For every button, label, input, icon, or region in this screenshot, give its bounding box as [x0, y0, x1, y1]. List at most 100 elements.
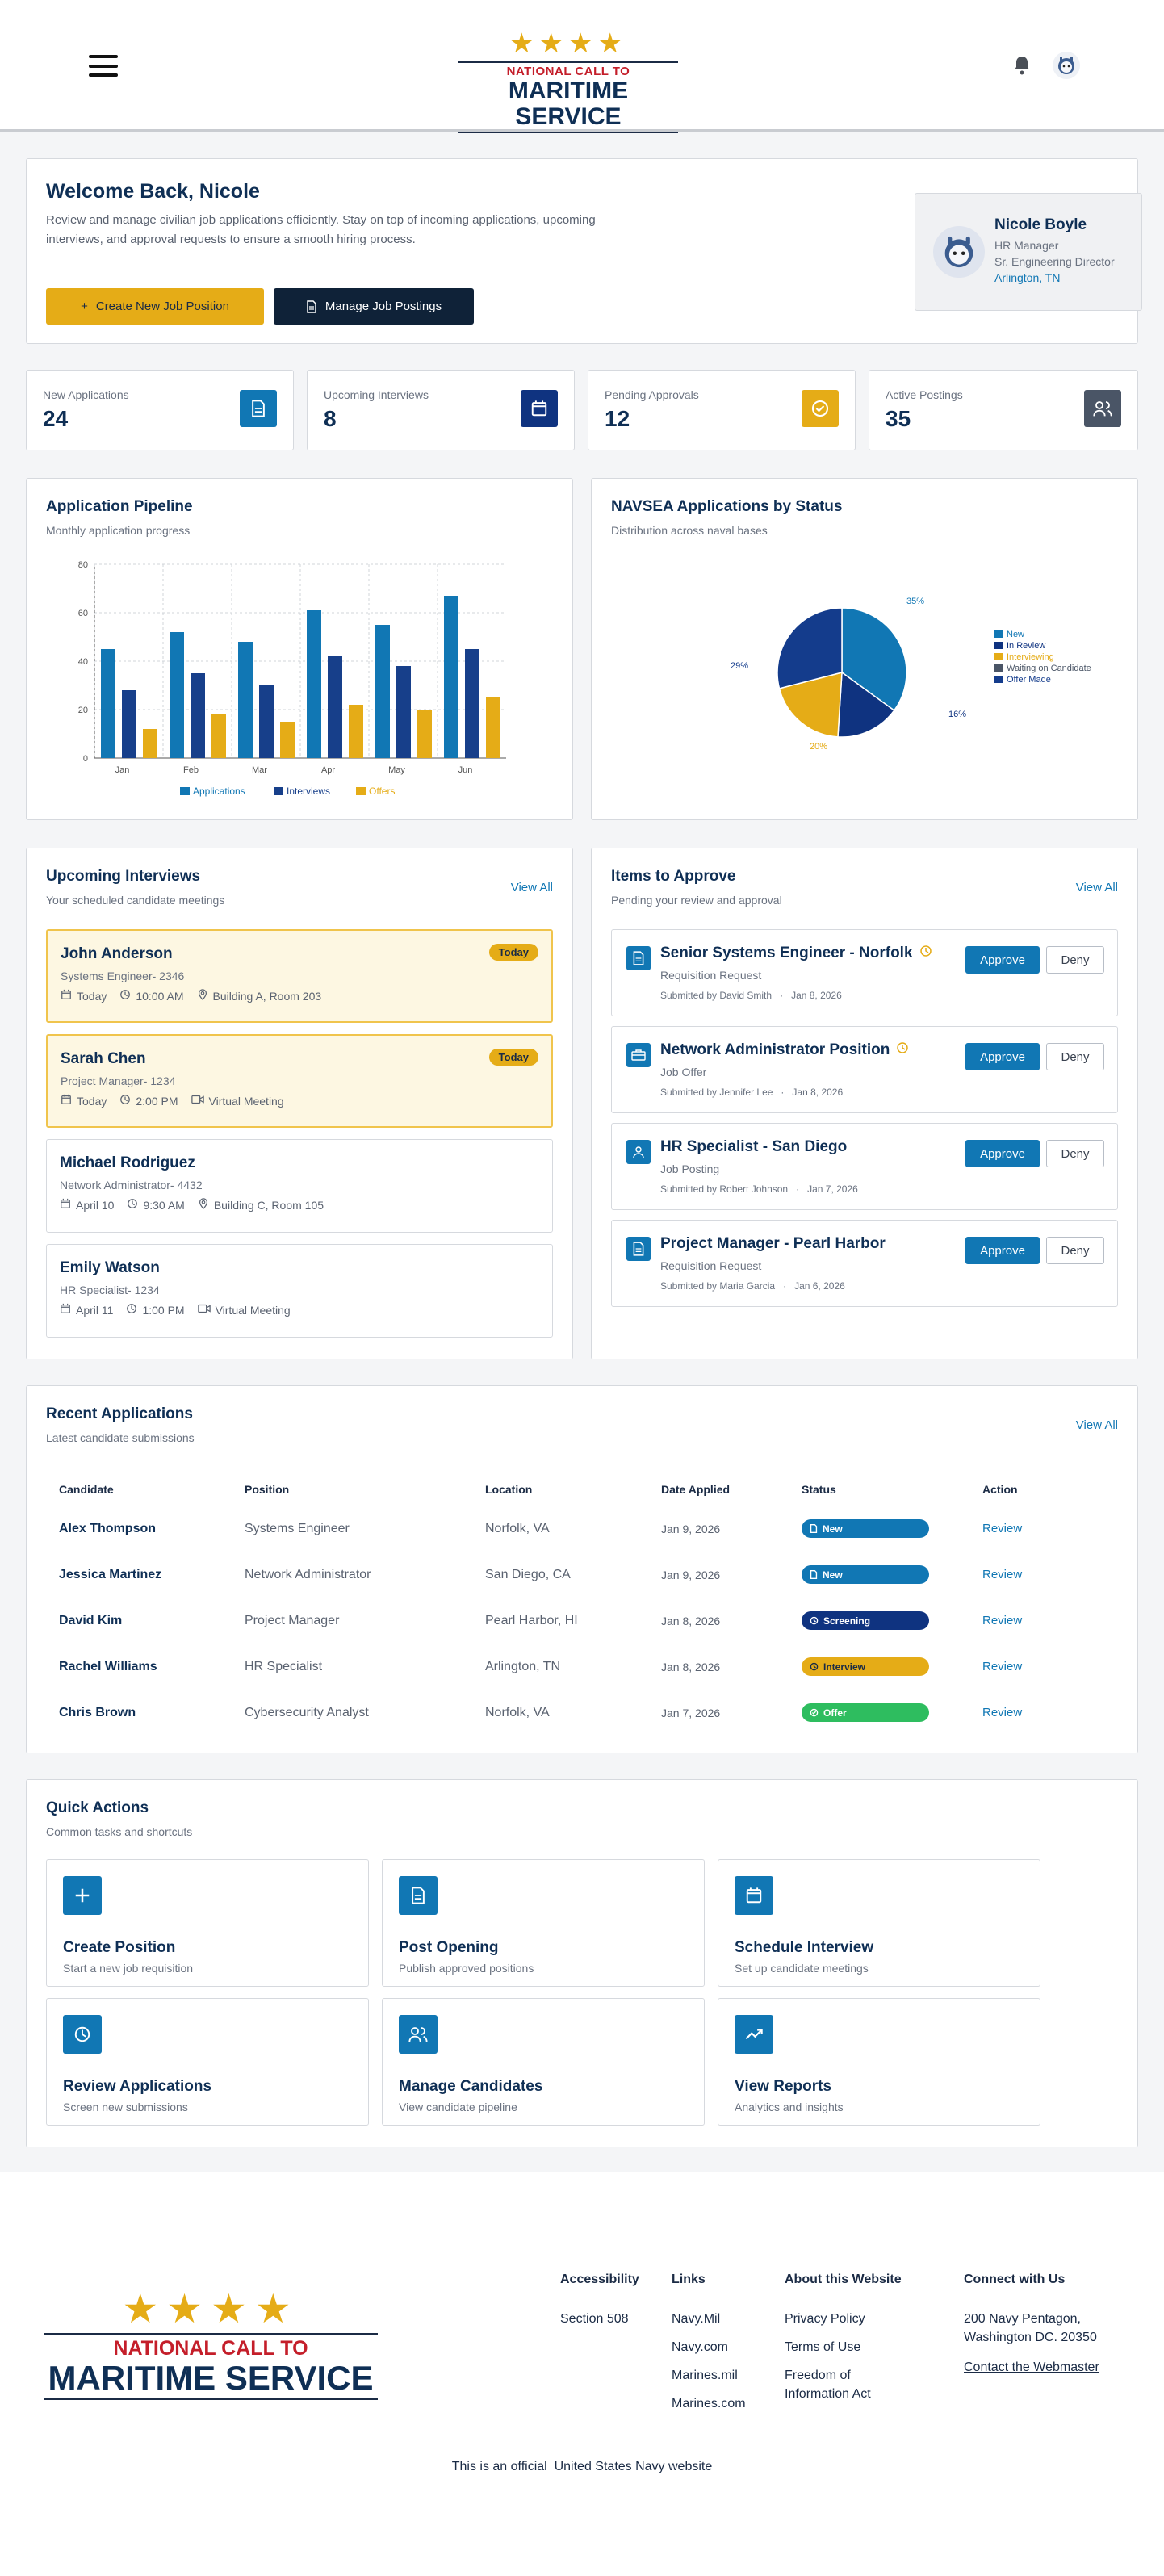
quick-action-create-position[interactable]: Create Position Start a new job requisiti… — [46, 1859, 369, 1987]
review-link[interactable]: Review — [982, 1659, 1023, 1673]
bar-offers-mar[interactable] — [280, 722, 295, 758]
quick-action-manage-candidates[interactable]: Manage Candidates View candidate pipeline — [382, 1998, 705, 2126]
quick-action-post-opening[interactable]: Post Opening Publish approved positions — [382, 1859, 705, 1987]
deny-button[interactable]: Deny — [1046, 946, 1104, 974]
cell-candidate: Chris Brown — [46, 1690, 232, 1736]
manage-postings-button[interactable]: Manage Job Postings — [274, 288, 474, 325]
bar-applications-feb[interactable] — [170, 632, 184, 758]
cell-candidate: Rachel Williams — [46, 1644, 232, 1690]
legend-label: Offer Made — [1007, 675, 1051, 685]
pie-slice-offer-made[interactable] — [777, 607, 843, 689]
pie-slice-new[interactable] — [841, 607, 907, 712]
pending-clock-icon — [919, 945, 932, 962]
pie-slice-interviewing[interactable] — [778, 672, 843, 738]
approval-submitted: Submitted by Jennifer Lee · Jan 8, 2026 — [660, 1087, 844, 1098]
review-link[interactable]: Review — [982, 1521, 1023, 1535]
approvals-title: Items to Approve — [611, 868, 736, 885]
trending-icon — [735, 2015, 773, 2054]
x-tick-label: May — [388, 765, 405, 775]
interviews-view-all-link[interactable]: View All — [510, 881, 553, 894]
approval-type: Job Offer — [660, 1066, 707, 1079]
status-icon — [810, 1708, 819, 1717]
approve-button[interactable]: Approve — [965, 946, 1040, 974]
legend-label: Offers — [369, 785, 395, 797]
document-icon — [307, 299, 316, 313]
interview-time: 2:00 PM — [119, 1094, 178, 1108]
interview-item[interactable]: Emily Watson HR Specialist- 1234 April 11 1… — [46, 1244, 553, 1338]
recent-view-all-link[interactable]: View All — [1075, 1418, 1118, 1432]
bar-interviews-feb[interactable] — [191, 673, 205, 758]
interviews-subtitle: Your scheduled candidate meetings — [46, 894, 225, 907]
contact-webmaster-link[interactable]: Contact the Webmaster — [964, 2360, 1099, 2374]
footer-link[interactable]: Freedom of Information Act — [785, 2369, 871, 2401]
bar-offers-apr[interactable] — [349, 705, 363, 758]
stat-upcoming-interviews[interactable]: Upcoming Interviews 8 — [307, 370, 575, 450]
deny-button[interactable]: Deny — [1046, 1237, 1104, 1264]
bar-interviews-apr[interactable] — [328, 656, 342, 758]
document-icon — [399, 1876, 438, 1915]
column-header: Date Applied — [648, 1473, 789, 1506]
quick-action-review-applications[interactable]: Review Applications Screen new submission… — [46, 1998, 369, 2126]
quick-action-title: View Reports — [735, 2078, 832, 2095]
interview-item[interactable]: Sarah Chen Project Manager- 1234 Today 2:00… — [46, 1034, 553, 1128]
quick-action-view-reports[interactable]: View Reports Analytics and insights — [718, 1998, 1040, 2126]
site-logo[interactable]: ★★★★ NATIONAL CALL TO MARITIME SERVICE — [458, 29, 678, 133]
approvals-view-all-link[interactable]: View All — [1075, 881, 1118, 894]
bar-applications-may[interactable] — [375, 625, 390, 758]
interview-item[interactable]: John Anderson Systems Engineer- 2346 Today… — [46, 929, 553, 1023]
deny-button[interactable]: Deny — [1046, 1140, 1104, 1167]
bar-applications-mar[interactable] — [238, 642, 253, 758]
footer-accessibility: Accessibility Section 508 — [560, 2272, 639, 2338]
pie-value-label: 16% — [948, 710, 966, 719]
quick-action-schedule-interview[interactable]: Schedule Interview Set up candidate meeti… — [718, 1859, 1040, 1987]
legend-label: Interviewing — [1007, 652, 1054, 662]
y-tick-label: 20 — [78, 706, 88, 715]
pie-slice-in-review[interactable] — [837, 671, 895, 738]
bar-applications-jan[interactable] — [101, 649, 115, 758]
stat-active-postings[interactable]: Active Postings 35 — [869, 370, 1138, 450]
candidate-position: Network Administrator- 4432 — [60, 1179, 203, 1192]
column-header: Action — [969, 1473, 1063, 1506]
y-tick-label: 80 — [78, 560, 88, 570]
bar-applications-apr[interactable] — [307, 610, 321, 758]
footer-connect: Connect with Us 200 Navy Pentagon, Washi… — [964, 2272, 1125, 2386]
approve-button[interactable]: Approve — [965, 1043, 1040, 1070]
video-icon — [191, 1094, 204, 1108]
cell-candidate: Jessica Martinez — [46, 1552, 232, 1598]
approve-button[interactable]: Approve — [965, 1140, 1040, 1167]
stat-new-applications[interactable]: New Applications 24 — [26, 370, 294, 450]
deny-button[interactable]: Deny — [1046, 1043, 1104, 1070]
table-row: Chris Brown Cybersecurity Analyst Norfolk,… — [46, 1690, 1063, 1736]
bell-icon[interactable] — [1012, 55, 1032, 76]
footer-logo[interactable]: ★★★★ NATIONAL CALL TO MARITIME SERVICE — [44, 2288, 378, 2400]
footer-link[interactable]: Privacy Policy — [785, 2312, 865, 2326]
bar-offers-jun[interactable] — [486, 697, 500, 758]
bar-offers-feb[interactable] — [211, 714, 226, 758]
bar-interviews-may[interactable] — [396, 666, 411, 758]
create-job-button[interactable]: + Create New Job Position — [46, 288, 264, 325]
footer-link[interactable]: Section 508 — [560, 2312, 629, 2326]
footer-link[interactable]: Marines.com — [672, 2397, 746, 2411]
stat-pending-approvals[interactable]: Pending Approvals 12 — [588, 370, 856, 450]
footer-link[interactable]: Navy.com — [672, 2340, 728, 2354]
bar-interviews-mar[interactable] — [259, 685, 274, 758]
interview-time: 10:00 AM — [119, 989, 184, 1003]
review-link[interactable]: Review — [982, 1567, 1023, 1581]
approve-button[interactable]: Approve — [965, 1237, 1040, 1264]
navsea-subtitle: Distribution across naval bases — [611, 524, 768, 537]
footer-link[interactable]: Navy.Mil — [672, 2312, 721, 2326]
cell-candidate: Alex Thompson — [46, 1506, 232, 1552]
bar-applications-jun[interactable] — [444, 596, 458, 758]
review-link[interactable]: Review — [982, 1613, 1023, 1627]
menu-icon[interactable] — [89, 55, 118, 77]
bar-interviews-jan[interactable] — [122, 690, 136, 758]
bar-offers-may[interactable] — [417, 710, 432, 758]
bar-interviews-jun[interactable] — [465, 649, 479, 758]
footer-link[interactable]: Terms of Use — [785, 2340, 861, 2354]
legend-label: Waiting on Candidate — [1007, 664, 1091, 673]
interview-item[interactable]: Michael Rodriguez Network Administrator- … — [46, 1139, 553, 1233]
user-avatar[interactable] — [1053, 52, 1080, 79]
footer-link[interactable]: Marines.mil — [672, 2369, 738, 2382]
review-link[interactable]: Review — [982, 1705, 1023, 1719]
bar-offers-jan[interactable] — [143, 729, 157, 758]
